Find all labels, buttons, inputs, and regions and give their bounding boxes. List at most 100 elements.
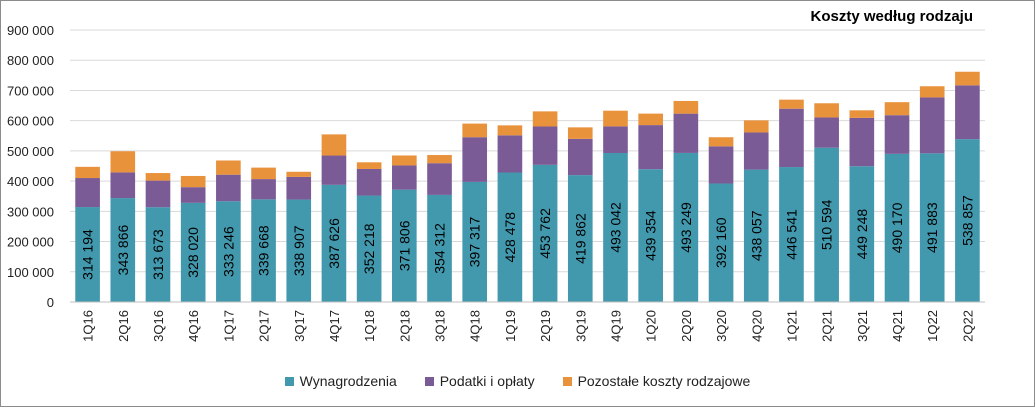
- data-label: 371 806: [396, 220, 412, 271]
- data-label: 449 248: [854, 209, 870, 260]
- x-tick-label: 2Q18: [397, 310, 412, 342]
- bar-segment-pozostale: [216, 160, 241, 175]
- bar-segment-podatki: [532, 126, 558, 165]
- y-tick-label: 800 000: [7, 53, 54, 68]
- x-tick-label: 3Q19: [573, 310, 588, 342]
- bar-segment-podatki: [321, 155, 347, 185]
- bar-segment-podatki: [427, 163, 452, 195]
- bar-segment-pozostale: [532, 111, 558, 127]
- bar-segment-pozostale: [779, 99, 804, 109]
- x-tick-label: 1Q18: [362, 310, 377, 342]
- x-tick-label: 4Q16: [186, 310, 201, 342]
- data-label: 453 762: [537, 208, 553, 259]
- x-tick-label: 3Q21: [855, 310, 870, 342]
- x-tick-label: 1Q19: [503, 310, 518, 342]
- legend-item-podatki: Podatki i opłaty: [424, 373, 535, 389]
- bar-segment-wynagrodzenia: [567, 175, 593, 302]
- bar-segment-wynagrodzenia: [216, 201, 241, 302]
- bar-segment-wynagrodzenia: [532, 164, 558, 302]
- x-tick-label: 3Q17: [292, 310, 307, 342]
- x-tick-label: 2Q19: [538, 310, 553, 342]
- y-tick-label: 400 000: [7, 174, 54, 189]
- bar-segment-podatki: [919, 97, 945, 154]
- data-label: 491 883: [924, 202, 940, 253]
- bar-segment-pozostale: [75, 166, 100, 179]
- bar-segment-podatki: [673, 113, 699, 153]
- bar-segment-pozostale: [356, 162, 382, 169]
- legend-item-wynagrodzenia: Wynagrodzenia: [284, 373, 397, 389]
- chart-title: Koszty według rodzaju: [810, 8, 973, 25]
- bar-segment-wynagrodzenia: [779, 167, 804, 302]
- bar-segment-podatki: [814, 117, 839, 148]
- bar-segment-wynagrodzenia: [497, 172, 523, 302]
- bar-segment-wynagrodzenia: [145, 207, 171, 302]
- bar-segment-pozostale: [603, 110, 628, 127]
- bar-segment-wynagrodzenia: [603, 152, 628, 302]
- y-tick-label: 700 000: [7, 83, 54, 98]
- legend-swatch: [562, 376, 572, 386]
- x-tick-label: 3Q20: [714, 310, 729, 342]
- bar-segment-pozostale: [849, 110, 875, 118]
- x-tick-label: 2Q16: [116, 310, 131, 342]
- bar-segment-podatki: [145, 180, 171, 208]
- data-label: 493 249: [678, 202, 694, 253]
- bars: 314 194 343 866 313 673 328 020 333 246 339 6…: [75, 71, 980, 302]
- bar-segment-pozostale: [955, 71, 980, 86]
- bar-segment-podatki: [638, 125, 663, 170]
- bar-segment-podatki: [497, 135, 523, 173]
- data-label: 490 170: [889, 202, 905, 253]
- y-tick-label: 500 000: [7, 144, 54, 159]
- bar-segment-podatki: [286, 176, 312, 200]
- y-tick-label: 100 000: [7, 265, 54, 280]
- bar-segment-wynagrodzenia: [673, 152, 699, 302]
- x-tick-label: 2Q22: [960, 310, 975, 342]
- bar-segment-podatki: [462, 137, 488, 182]
- legend-label: Podatki i opłaty: [439, 373, 535, 389]
- x-axis: 1Q16 2Q16 3Q16 4Q16 1Q17 2Q17 3Q17 4Q17 1Q18 2Q18…: [70, 301, 985, 342]
- data-label: 397 317: [467, 216, 483, 267]
- y-axis: 0 100 000 200 000 300 000 400 000 500 000 600 …: [7, 23, 54, 310]
- x-tick-label: 4Q17: [327, 310, 342, 342]
- bar-segment-wynagrodzenia: [462, 181, 488, 302]
- grid-lines: [70, 29, 985, 303]
- data-label: 439 354: [643, 210, 659, 261]
- y-tick-label: 600 000: [7, 114, 54, 129]
- y-tick-label: 300 000: [7, 204, 54, 219]
- data-label: 314 194: [80, 229, 96, 280]
- bar-segment-podatki: [849, 117, 875, 167]
- bar-segment-wynagrodzenia: [955, 139, 980, 302]
- bar-segment-pozostale: [145, 173, 171, 181]
- bar-segment-pozostale: [392, 155, 417, 166]
- bar-segment-wynagrodzenia: [884, 153, 910, 302]
- legend-item-pozostale: Pozostałe koszty rodzajowe: [562, 373, 750, 389]
- bar-segment-wynagrodzenia: [849, 166, 875, 302]
- x-tick-label: 1Q22: [925, 310, 940, 342]
- x-tick-label: 2Q20: [679, 310, 694, 342]
- bar-segment-podatki: [708, 146, 734, 184]
- x-tick-label: 2Q21: [820, 310, 835, 342]
- data-label: 313 673: [150, 229, 166, 280]
- x-tick-label: 1Q16: [81, 310, 96, 342]
- bar-segment-pozostale: [251, 167, 276, 180]
- bar-segment-pozostale: [110, 151, 136, 173]
- bar-segment-podatki: [884, 115, 910, 154]
- legend: Wynagrodzenia Podatki i opłaty Pozostałe…: [0, 373, 1035, 389]
- x-tick-label: 2Q17: [257, 310, 272, 342]
- bar-segment-podatki: [743, 132, 769, 170]
- bar-segment-wynagrodzenia: [356, 195, 382, 302]
- y-tick-label: 0: [47, 295, 54, 310]
- data-label: 419 862: [572, 213, 588, 264]
- bar-segment-podatki: [180, 187, 206, 203]
- bar-segment-podatki: [392, 165, 417, 190]
- bar-segment-pozostale: [180, 175, 206, 188]
- bar-segment-pozostale: [497, 125, 523, 136]
- data-label: 446 541: [783, 209, 799, 260]
- x-tick-label: 4Q21: [890, 310, 905, 342]
- data-label: 339 668: [256, 225, 272, 276]
- data-label: 333 246: [220, 226, 236, 277]
- bar-segment-pozostale: [427, 155, 452, 164]
- data-label: 328 020: [185, 227, 201, 278]
- bar-segment-pozostale: [286, 171, 312, 177]
- x-tick-label: 4Q20: [749, 310, 764, 342]
